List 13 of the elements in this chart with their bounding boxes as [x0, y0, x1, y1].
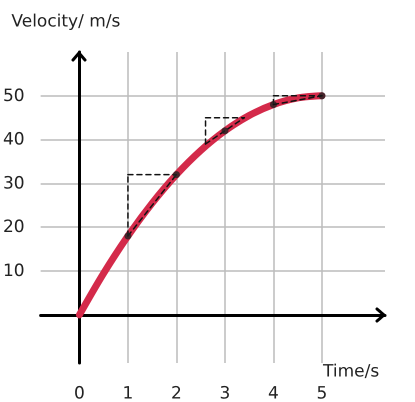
x-tick-label: 5: [316, 384, 328, 402]
y-tick-label: 20: [2, 217, 25, 238]
x-tick-label: 3: [220, 384, 230, 402]
x-tick-label: 4: [268, 384, 279, 402]
y-tick-label: 10: [2, 261, 25, 282]
y-tick-label: 40: [2, 130, 25, 150]
y-tick-label: 50: [2, 86, 25, 106]
x-tick-label: 0: [74, 384, 85, 402]
x-tick-label: 1: [122, 384, 134, 402]
y-tick-label: 30: [2, 173, 25, 194]
x-axis-title: Time/s: [322, 361, 380, 382]
y-axis-title: Velocity/ m/s: [11, 12, 121, 32]
x-tick-label: 2: [171, 384, 182, 402]
